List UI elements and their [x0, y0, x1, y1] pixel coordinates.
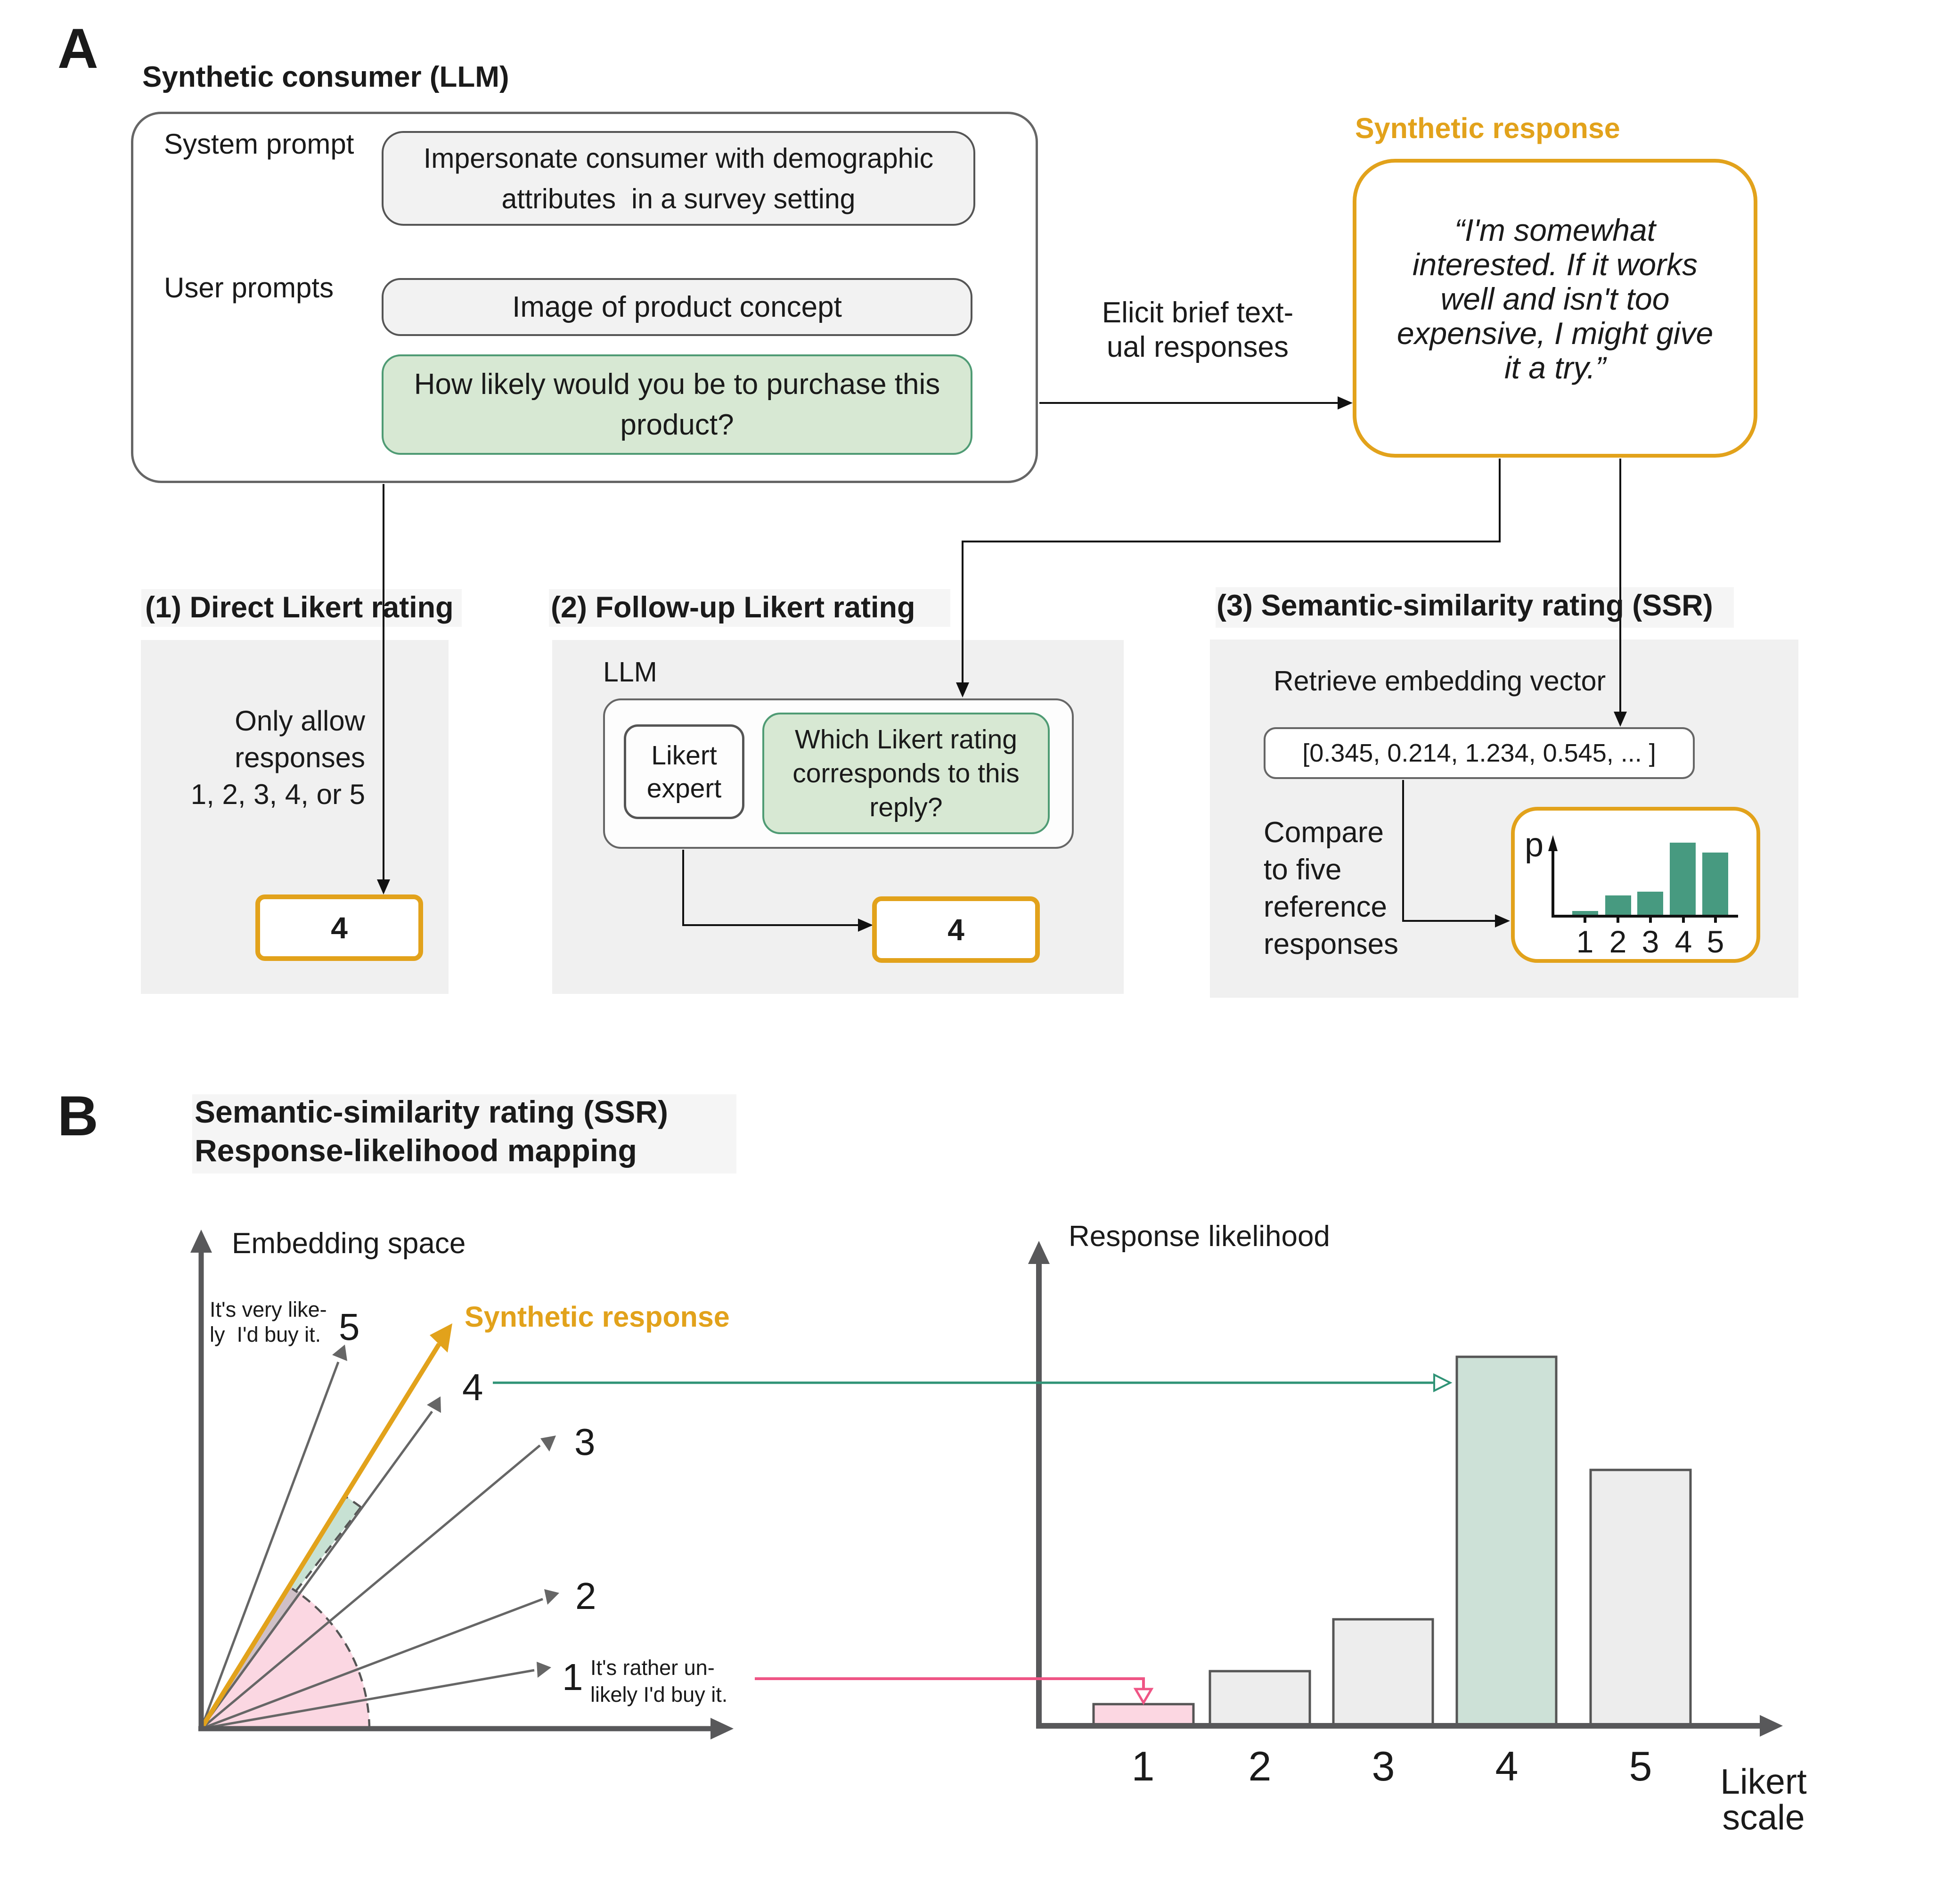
svg-text:3: 3 — [1642, 924, 1659, 959]
svg-text:4: 4 — [1675, 924, 1692, 959]
svg-text:2: 2 — [1609, 924, 1627, 959]
svg-text:5: 5 — [1707, 924, 1724, 959]
svg-text:1: 1 — [1576, 924, 1594, 959]
